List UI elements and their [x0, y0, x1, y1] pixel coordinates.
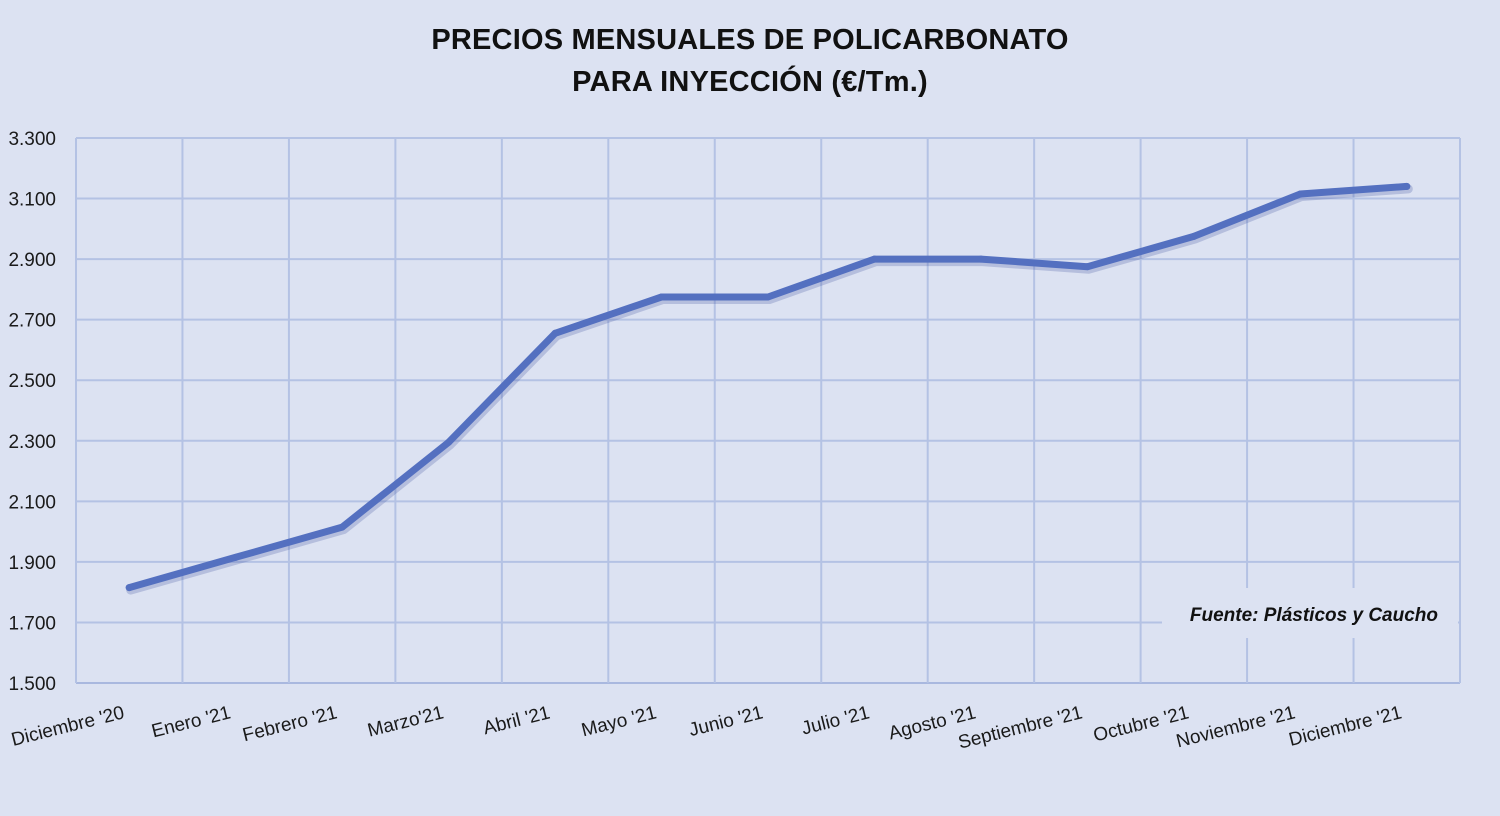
data-point: [1083, 263, 1091, 271]
data-point: [232, 553, 240, 561]
x-tick-label: Diciembre '20: [9, 702, 126, 750]
y-tick-label: 1.700: [8, 613, 56, 634]
y-tick-label: 2.100: [8, 492, 56, 513]
data-point: [445, 438, 453, 446]
data-point: [1403, 182, 1411, 190]
chart-subtitle: PARA INYECCIÓN (€/Tm.): [572, 66, 928, 98]
data-point: [977, 255, 985, 263]
data-point: [764, 293, 772, 301]
chart-title: PRECIOS MENSUALES DE POLICARBONATO: [431, 24, 1069, 56]
x-tick-label: Noviembre '21: [1174, 702, 1297, 752]
data-point: [1190, 232, 1198, 240]
y-tick-label: 2.500: [8, 371, 56, 392]
data-point: [125, 584, 133, 592]
data-point: [870, 255, 878, 263]
annotation-box: [1162, 588, 1458, 638]
y-tick-label: 1.900: [8, 553, 56, 574]
x-tick-label: Junio '21: [687, 702, 765, 741]
data-point: [338, 523, 346, 531]
x-tick-label: Mayo '21: [579, 702, 658, 741]
y-tick-label: 2.700: [8, 311, 56, 332]
y-tick-label: 3.100: [8, 190, 56, 211]
x-tick-label: Abril '21: [481, 702, 552, 739]
y-tick-label: 2.300: [8, 432, 56, 453]
x-tick-label: Septiembre '21: [956, 702, 1085, 753]
x-tick-label: Marzo'21: [365, 702, 445, 741]
x-tick-label: Febrero '21: [241, 702, 340, 746]
x-tick-label: Julio '21: [800, 702, 872, 739]
y-tick-label: 3.300: [8, 129, 56, 150]
series-line: [125, 182, 1411, 592]
y-tick-label: 1.500: [8, 674, 56, 695]
data-point: [658, 293, 666, 301]
data-point: [551, 329, 559, 337]
source-annotation: Fuente: Plásticos y Caucho: [1190, 605, 1438, 626]
x-tick-label: Diciembre '21: [1287, 702, 1404, 750]
x-tick-label: Enero '21: [149, 702, 232, 742]
y-tick-label: 2.900: [8, 250, 56, 271]
data-point: [1296, 190, 1304, 198]
